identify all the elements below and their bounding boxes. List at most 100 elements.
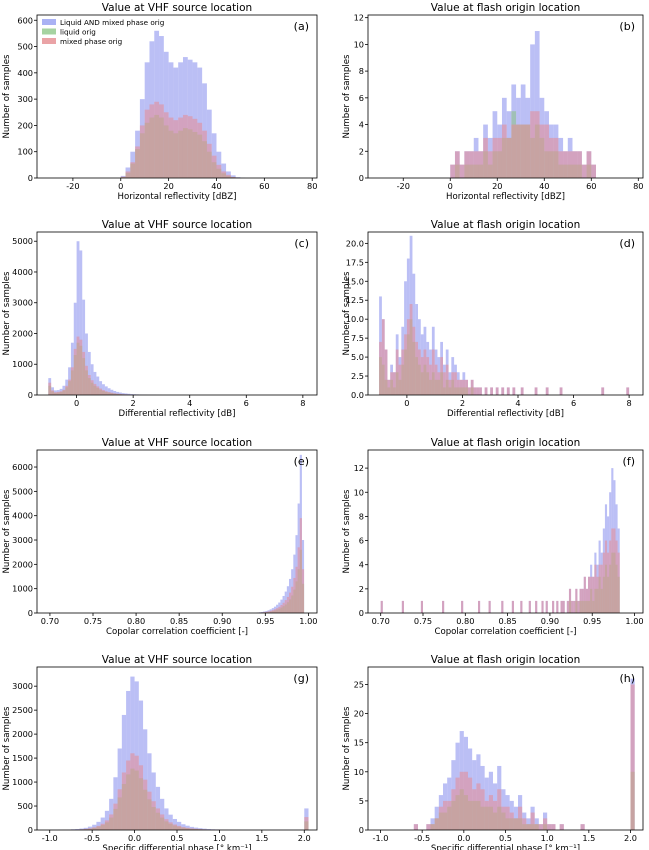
bar-red xyxy=(211,155,217,178)
y-axis-label: Number of samples xyxy=(342,271,352,356)
bar-red xyxy=(426,357,430,395)
bar-red xyxy=(472,789,477,830)
x-tick-label: 0.85 xyxy=(498,616,516,626)
bar-red xyxy=(440,357,443,395)
bar-red xyxy=(437,372,441,395)
x-tick-label: 6 xyxy=(244,398,249,408)
bar-red xyxy=(90,380,94,395)
x-tick-label: 0.70 xyxy=(372,616,390,626)
bar-blue xyxy=(216,151,222,178)
y-tick-label: 10.0 xyxy=(346,314,364,324)
bar-blue xyxy=(82,299,86,395)
y-tick-label: 500 xyxy=(17,42,33,52)
bar-blue xyxy=(87,826,93,830)
y-tick-label: 3000 xyxy=(12,535,33,545)
bar-red xyxy=(478,151,484,178)
bar-red xyxy=(596,576,599,613)
bar-red xyxy=(291,586,294,613)
bar-red xyxy=(282,602,285,613)
legend-swatch xyxy=(42,28,56,35)
bar-red xyxy=(607,552,610,613)
bar-red xyxy=(450,164,455,178)
bar-red xyxy=(501,124,507,178)
y-tick-label: 6 xyxy=(359,536,364,546)
y-tick-label: 0 xyxy=(28,390,33,400)
x-tick-label: 0.90 xyxy=(541,616,559,626)
bar-red xyxy=(293,577,296,613)
y-tick-label: 0 xyxy=(28,173,33,183)
bar-red xyxy=(492,137,498,178)
bar-red xyxy=(104,391,108,395)
bar-red xyxy=(609,540,612,613)
y-tick-label: 2500 xyxy=(12,705,33,715)
panel-label: (h) xyxy=(619,672,635,685)
chart-panel-e: Value at VHF source location 0.70 0.75 0.80… xyxy=(2,437,318,637)
y-tick-label: 5.0 xyxy=(351,352,364,362)
bar-red xyxy=(581,164,587,178)
bar-red xyxy=(478,600,481,613)
x-tick-label: 0 xyxy=(448,181,453,191)
bar-red xyxy=(286,596,289,613)
y-tick-label: 5000 xyxy=(12,486,33,496)
x-tick-label: 1.5 xyxy=(255,833,268,843)
bar-red xyxy=(572,151,578,178)
x-tick-label: 80 xyxy=(633,181,643,191)
x-tick-label: 60 xyxy=(586,181,596,191)
x-tick-label: 2.0 xyxy=(298,833,311,843)
x-tick-label: 80 xyxy=(307,181,317,191)
chart-panel-g: Value at VHF source location -1.0 -0.5 0.0 0… xyxy=(2,654,318,850)
bar-red xyxy=(484,387,488,395)
bar-red xyxy=(263,612,266,613)
bar-red xyxy=(573,600,576,613)
bar-blue xyxy=(530,44,535,178)
bar-red xyxy=(442,600,445,613)
y-tick-label: 600 xyxy=(17,15,33,25)
bar-red xyxy=(506,387,510,395)
bar-red xyxy=(100,823,105,830)
bar-red xyxy=(545,387,549,395)
y-tick-label: 2000 xyxy=(12,328,33,338)
y-tick-label: 2 xyxy=(359,584,364,594)
bar-red xyxy=(68,379,71,395)
bar-red xyxy=(119,393,122,395)
chart-panel-b: Value at flash origin location-20 0 20 40 60… xyxy=(342,2,644,202)
bar-red xyxy=(541,600,544,613)
bar-red xyxy=(462,379,466,395)
bar-blue xyxy=(76,241,80,395)
y-tick-label: 4 xyxy=(359,560,364,570)
bar-red xyxy=(586,151,592,178)
bar-red xyxy=(553,137,559,178)
x-tick-label: 20 xyxy=(492,181,502,191)
plot-frame xyxy=(367,231,644,396)
bar-red xyxy=(181,827,186,830)
bar-red xyxy=(480,789,485,830)
bar-red xyxy=(99,388,103,395)
bar-red xyxy=(299,518,302,613)
bar-red xyxy=(445,364,449,395)
y-tick-label: 4 xyxy=(359,120,364,130)
bar-red xyxy=(459,771,464,830)
bar-red xyxy=(65,385,69,395)
bar-red xyxy=(93,383,97,395)
bar-red xyxy=(430,824,435,830)
x-tick-label: 0.5 xyxy=(499,833,512,843)
legend-swatch xyxy=(42,19,56,25)
bar-red xyxy=(520,600,523,613)
bar-red xyxy=(461,600,464,613)
bar-red xyxy=(579,588,582,613)
bar-red xyxy=(534,387,538,395)
bar-red xyxy=(177,825,182,830)
bar-red xyxy=(395,349,399,395)
x-tick-label: 0.95 xyxy=(583,616,601,626)
x-tick-label: 0.75 xyxy=(84,616,102,626)
legend-label: mixed phase orig xyxy=(60,37,122,46)
bar-red xyxy=(559,824,564,830)
bar-red xyxy=(535,600,538,613)
bar-red xyxy=(289,592,292,613)
bar-red xyxy=(401,600,404,613)
y-tick-label: 100 xyxy=(17,147,33,157)
bar-red xyxy=(577,600,580,613)
x-tick-label: -0.5 xyxy=(84,833,100,843)
bar-blue xyxy=(226,171,231,178)
bar-red xyxy=(602,552,605,613)
